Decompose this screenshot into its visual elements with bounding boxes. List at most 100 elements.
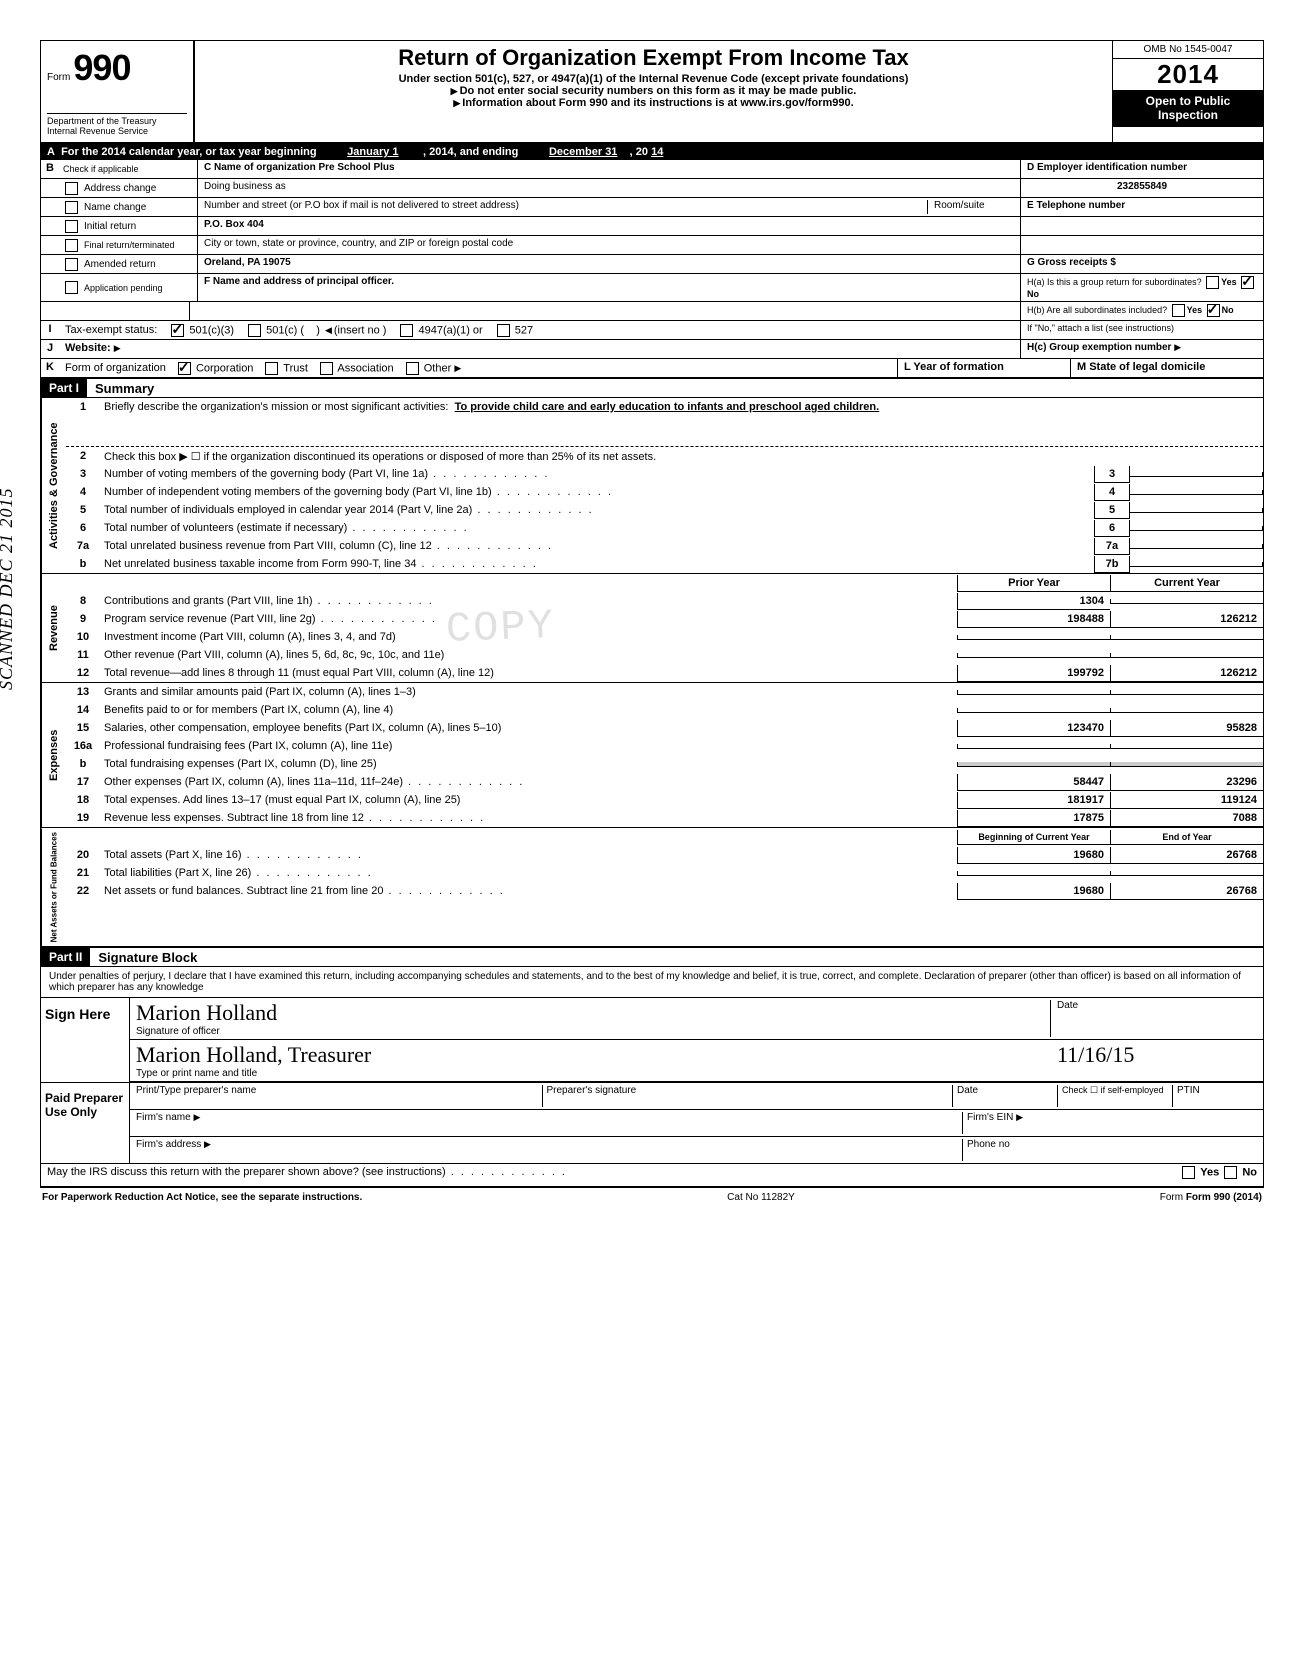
checkbox-address-change[interactable]: [65, 182, 78, 195]
dba-label: Doing business as: [198, 179, 1021, 197]
checkbox-final-return[interactable]: [65, 239, 78, 252]
ptin-label: PTIN: [1173, 1085, 1257, 1107]
line7a-text: Total unrelated business revenue from Pa…: [100, 538, 1094, 554]
form-number: 990: [73, 47, 130, 88]
l18-curr: 119124: [1110, 792, 1263, 809]
opt-501c3: 501(c)(3): [189, 324, 234, 336]
cat-no: Cat No 11282Y: [727, 1192, 795, 1203]
l22-prior: 19680: [957, 883, 1110, 900]
sig-officer-label: Signature of officer: [136, 1026, 220, 1037]
checkbox-name-change[interactable]: [65, 201, 78, 214]
form-org-label: Form of organization: [65, 362, 166, 374]
final-return-label: Final return/terminated: [84, 240, 175, 250]
ha-yes: Yes: [1221, 277, 1237, 287]
line-a-yr-label: , 20: [630, 146, 648, 158]
sig-date: 11/16/15: [1057, 1042, 1134, 1067]
may-irs-text: May the IRS discuss this return with the…: [47, 1166, 1180, 1184]
l11-prior: [957, 653, 1110, 658]
initial-return-label: Initial return: [84, 221, 136, 232]
line12-text: Total revenue—add lines 8 through 11 (mu…: [100, 665, 957, 681]
l16b-prior: [957, 762, 1110, 767]
opt-527: 527: [515, 324, 533, 336]
checkbox-irs-yes[interactable]: [1182, 1166, 1195, 1179]
checkbox-trust[interactable]: [265, 362, 278, 375]
l8-curr: [1110, 599, 1263, 604]
line6-text: Total number of volunteers (estimate if …: [100, 520, 1094, 536]
phone-label: E Telephone number: [1027, 200, 1125, 211]
opt-association: Association: [337, 362, 393, 374]
irs-yes: Yes: [1200, 1167, 1219, 1179]
checkbox-501c3[interactable]: [171, 324, 184, 337]
l14-prior: [957, 708, 1110, 713]
checkbox-amended-return[interactable]: [65, 258, 78, 271]
l11-curr: [1110, 653, 1263, 658]
tax-year-begin: January 1: [347, 146, 398, 158]
amended-return-label: Amended return: [84, 259, 156, 270]
street-label: Number and street (or P.O box if mail is…: [204, 200, 927, 214]
opt-trust: Trust: [283, 362, 308, 374]
typed-name: Marion Holland, Treasurer: [136, 1042, 371, 1067]
l18-prior: 181917: [957, 792, 1110, 809]
line22-text: Net assets or fund balances. Subtract li…: [100, 883, 957, 899]
sign-here-label: Sign Here: [41, 998, 130, 1082]
scanned-stamp: SCANNED DEC 21 2015: [0, 487, 17, 690]
checkbox-hb-yes[interactable]: [1172, 304, 1185, 317]
checkbox-other[interactable]: [406, 362, 419, 375]
footer-form: Form 990 (2014): [1186, 1192, 1262, 1203]
ein-value: 232855849: [1021, 179, 1263, 197]
checkbox-ha-no[interactable]: [1241, 276, 1254, 289]
checkbox-initial-return[interactable]: [65, 220, 78, 233]
checkbox-527[interactable]: [497, 324, 510, 337]
l15-curr: 95828: [1110, 720, 1263, 737]
checkbox-association[interactable]: [320, 362, 333, 375]
line8-text: Contributions and grants (Part VIII, lin…: [100, 593, 957, 609]
checkbox-application-pending[interactable]: [65, 281, 78, 294]
vert-activities: Activities & Governance: [41, 398, 66, 573]
room-label: Room/suite: [927, 200, 1014, 214]
checkbox-4947[interactable]: [400, 324, 413, 337]
end-year-header: End of Year: [1110, 830, 1263, 845]
subtitle-3: Information about Form 990 and its instr…: [462, 97, 853, 109]
l17-curr: 23296: [1110, 774, 1263, 791]
line9-text: Program service revenue (Part VIII, line…: [100, 611, 957, 627]
checkbox-hb-no[interactable]: [1207, 304, 1220, 317]
line13-text: Grants and similar amounts paid (Part IX…: [100, 684, 957, 700]
l15-prior: 123470: [957, 720, 1110, 737]
state-domicile-label: M State of legal domicile: [1077, 361, 1205, 373]
dept-irs: Internal Revenue Service: [47, 126, 187, 136]
print-name-label: Print/Type preparer's name: [136, 1085, 543, 1107]
hb-yes: Yes: [1187, 305, 1203, 315]
line7b-text: Net unrelated business taxable income fr…: [100, 556, 1094, 572]
line3-text: Number of voting members of the governin…: [100, 466, 1094, 482]
vert-net-assets: Net Assets or Fund Balances: [41, 828, 66, 946]
part-ii-label: Part II: [41, 948, 90, 966]
type-name-label: Type or print name and title: [136, 1068, 257, 1079]
opt-501c: 501(c) (: [266, 324, 304, 336]
l9-curr: 126212: [1110, 611, 1263, 628]
l21-prior: [957, 871, 1110, 876]
year-formation-label: L Year of formation: [904, 361, 1004, 373]
application-pending-label: Application pending: [84, 283, 163, 293]
hb-label: H(b) Are all subordinates included?: [1027, 305, 1167, 315]
checkbox-irs-no[interactable]: [1224, 1166, 1237, 1179]
l10-prior: [957, 635, 1110, 640]
checkbox-corporation[interactable]: [178, 362, 191, 375]
tax-exempt-label: Tax-exempt status:: [65, 324, 157, 336]
opt-4947: 4947(a)(1) or: [419, 324, 483, 336]
part-i-title: Summary: [87, 381, 154, 396]
checkbox-ha-yes[interactable]: [1206, 276, 1219, 289]
officer-signature: Marion Holland: [136, 1000, 277, 1025]
line1-value: To provide child care and early educatio…: [455, 401, 880, 413]
h-note: If "No," attach a list (see instructions…: [1020, 321, 1263, 339]
dept-treasury: Department of the Treasury: [47, 116, 187, 126]
l8-prior: 1304: [957, 593, 1110, 610]
date-label: Date: [1057, 1000, 1078, 1011]
l20-prior: 19680: [957, 847, 1110, 864]
city-value: Oreland, PA 19075: [204, 257, 291, 268]
form-990-container: Form 990 Department of the Treasury Inte…: [40, 40, 1264, 1188]
checkbox-501c[interactable]: [248, 324, 261, 337]
hc-label: H(c) Group exemption number: [1027, 342, 1171, 353]
prep-date-label: Date: [953, 1085, 1058, 1107]
org-name-label: C Name of organization: [204, 162, 316, 173]
line20-text: Total assets (Part X, line 16): [100, 847, 957, 863]
